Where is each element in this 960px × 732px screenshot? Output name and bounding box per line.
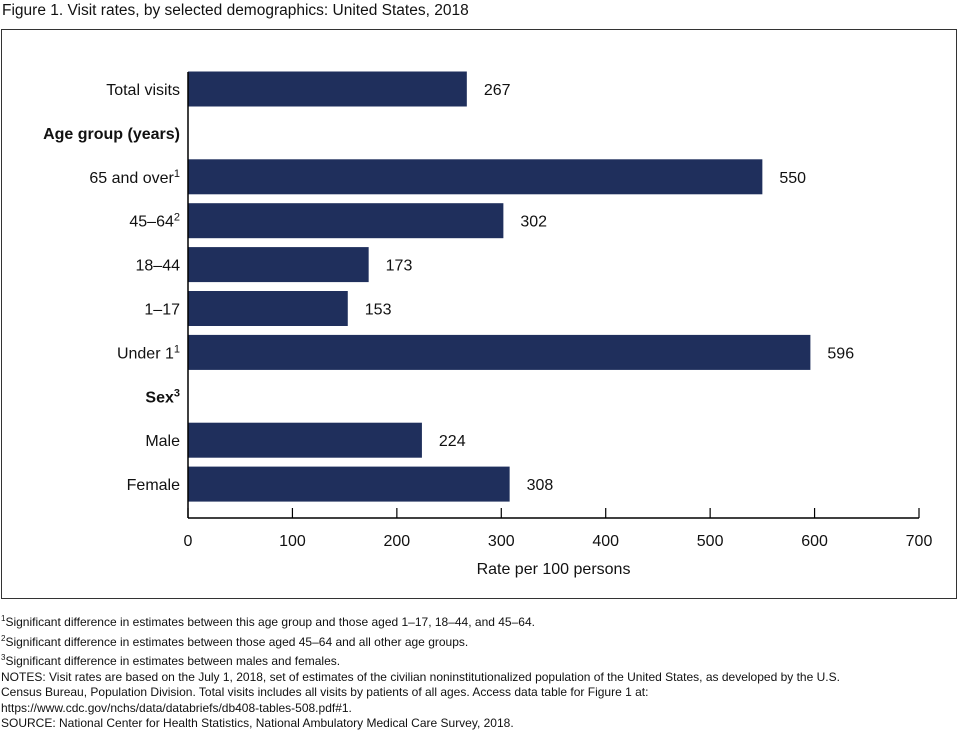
x-tick-label-300: 300 <box>488 533 515 550</box>
notes-line-1: NOTES: Visit rates are based on the July… <box>1 669 840 684</box>
value-label-total-visits: 267 <box>484 82 511 99</box>
x-tick-label-0: 0 <box>184 533 193 550</box>
footnote-1: 1Significant difference in estimates bet… <box>1 611 959 631</box>
x-tick-label-600: 600 <box>801 533 828 550</box>
bar-65-and-over <box>188 159 763 195</box>
value-label-male: 224 <box>439 433 466 450</box>
category-label-under-1: Under 11 <box>117 343 180 362</box>
footnote-3: 3Significant difference in estimates bet… <box>1 650 959 670</box>
notes-line-2: Census Bureau, Population Division. Tota… <box>1 685 649 699</box>
bar-1-17 <box>188 291 348 326</box>
x-tick-label-500: 500 <box>697 533 724 550</box>
x-axis-label: Rate per 100 persons <box>477 561 631 578</box>
footnote-1-text: Significant difference in estimates betw… <box>5 615 535 629</box>
x-tick-label-700: 700 <box>906 533 933 550</box>
footnote-2-marker: 2 <box>1 633 6 643</box>
category-label-male: Male <box>145 433 180 450</box>
footnote-3-marker: 3 <box>1 653 6 662</box>
value-label-18-44: 173 <box>386 258 413 275</box>
x-tick-label-400: 400 <box>592 533 619 550</box>
bar-chart: Total visits 267 Age group (years) 65 and o… <box>43 71 933 578</box>
heading-sex: Sex3 <box>145 387 180 406</box>
bar-female <box>188 466 510 502</box>
bar-45-64 <box>188 203 504 239</box>
value-label-under-1: 596 <box>827 345 854 362</box>
x-tick-label-100: 100 <box>279 533 306 550</box>
category-label-total-visits: Total visits <box>106 82 180 99</box>
chart-frame: Total visits 267 Age group (years) 65 and o… <box>1 29 957 599</box>
bar-18-44 <box>188 247 369 283</box>
heading-age-group-years: Age group (years) <box>43 126 180 143</box>
notes-line-3[interactable]: https://www.cdc.gov/nchs/data/databriefs… <box>1 700 352 715</box>
bar-male <box>188 422 422 458</box>
x-tick-label-200: 200 <box>384 533 411 550</box>
category-label-65-and-over: 65 and over1 <box>89 168 180 187</box>
category-label-18-44: 18–44 <box>136 258 181 275</box>
value-label-1-17: 153 <box>365 302 392 319</box>
category-label-female: Female <box>127 477 180 494</box>
footnote-2-text: Significant difference in estimates betw… <box>5 634 469 649</box>
value-label-65-and-over: 550 <box>779 170 806 187</box>
bar-total-visits <box>188 71 467 107</box>
footnote-1-marker: 1 <box>1 614 6 623</box>
value-label-female: 308 <box>527 477 554 494</box>
value-label-45-64: 302 <box>520 214 547 231</box>
footnote-2: 2Significant difference in estimates bet… <box>1 631 959 651</box>
figure-title: Figure 1. Visit rates, by selected demog… <box>2 2 469 19</box>
category-label-1-17: 1–17 <box>144 302 180 319</box>
bar-under-1 <box>188 334 811 370</box>
footnote-3-text: Significant difference in estimates betw… <box>5 654 341 668</box>
footnotes: 1Significant difference in estimates bet… <box>1 611 959 732</box>
category-label-45-64: 45–642 <box>129 212 180 231</box>
source-line: SOURCE: National Center for Health Stati… <box>1 716 514 730</box>
